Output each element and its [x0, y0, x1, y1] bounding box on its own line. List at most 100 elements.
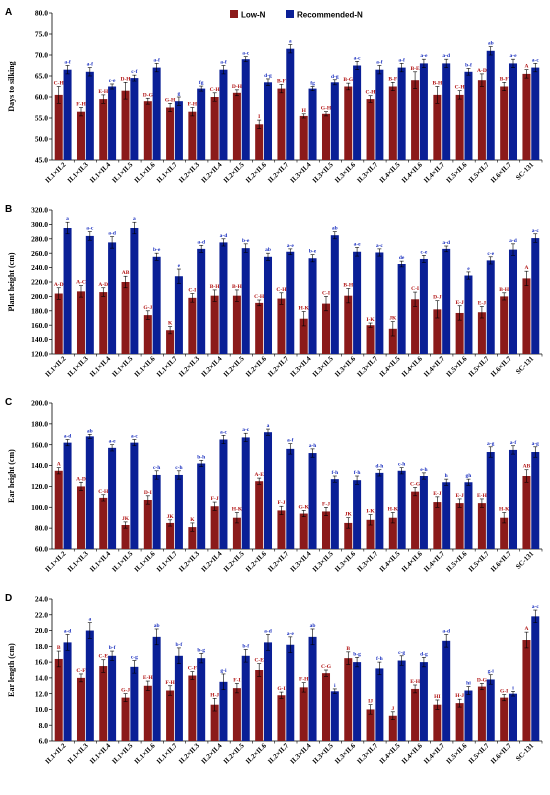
bar-recommended-n — [197, 88, 206, 160]
bar-recommended-n — [174, 101, 183, 160]
bar-low-n — [433, 94, 442, 160]
x-tick-label: IL3×IL5 — [311, 549, 335, 573]
data-label: d-g — [331, 74, 339, 80]
y-tick-label: 260.0 — [31, 249, 48, 258]
data-label: G-I — [500, 688, 508, 694]
bar-low-n — [411, 491, 420, 549]
bar-recommended-n — [219, 439, 228, 549]
y-tick-label: 140.0 — [31, 461, 48, 470]
bar-recommended-n — [464, 275, 473, 354]
x-tick-label: IL1×IL6 — [133, 549, 157, 573]
bar-low-n — [299, 318, 308, 354]
bar-recommended-n — [375, 252, 384, 354]
data-label: a — [267, 423, 270, 429]
data-label: a-d — [197, 239, 205, 245]
x-tick-label: IL2×IL5 — [222, 160, 246, 184]
y-tick-label: 100.0 — [31, 503, 48, 512]
data-label: a-d — [264, 629, 272, 635]
x-tick-label: IL1×IL3 — [66, 354, 90, 378]
bar-low-n — [455, 312, 464, 354]
x-tick-label: IL5×IL6 — [445, 354, 469, 378]
data-label: a-f — [398, 57, 405, 63]
bar-recommended-n — [308, 636, 317, 741]
data-label: a-c — [242, 51, 250, 57]
bar-recommended-n — [486, 679, 495, 741]
bar-recommended-n — [174, 276, 183, 354]
bar-recommended-n — [85, 71, 94, 160]
data-label: JK — [389, 316, 397, 322]
bar-low-n — [210, 97, 219, 160]
data-label: E-J — [456, 493, 465, 499]
data-label: e — [178, 263, 181, 269]
bar-low-n — [54, 658, 63, 741]
data-label: c-e — [109, 78, 116, 84]
bar-recommended-n — [152, 67, 161, 160]
x-tick-label: IL4×IL5 — [378, 160, 402, 184]
bar-recommended-n — [241, 655, 250, 741]
x-tick-label: IL3×IL7 — [355, 354, 379, 378]
bar-low-n — [411, 688, 420, 741]
data-label: A-E — [254, 472, 264, 478]
x-tick-label: IL1×IL7 — [155, 160, 179, 184]
y-tick-label: 10.0 — [35, 705, 48, 714]
bar-recommended-n — [330, 479, 339, 549]
data-label: I-K — [366, 509, 375, 515]
x-tick-label: IL2×IL7 — [266, 160, 290, 184]
data-label: a-d — [442, 629, 450, 635]
bar-low-n — [299, 687, 308, 741]
bar-recommended-n — [330, 691, 339, 741]
data-label: a-d — [64, 629, 72, 635]
x-tick-label: IL1×IL5 — [110, 549, 134, 573]
y-axis-title: Ear height (cm) — [7, 449, 16, 503]
bar-recommended-n — [375, 69, 384, 160]
x-tick-label: IL2×IL4 — [200, 160, 224, 184]
bar-recommended-n — [486, 260, 495, 354]
x-tick-label: IL1×IL4 — [88, 741, 112, 765]
x-tick-label: IL1×IL4 — [88, 354, 112, 378]
y-tick-label: 300.0 — [31, 220, 48, 229]
y-tick-label: 60.0 — [35, 93, 48, 102]
legend: Low-N Recommended-N — [230, 10, 363, 20]
data-label: C-F — [76, 668, 86, 674]
data-label: A — [57, 462, 61, 468]
bar-recommended-n — [152, 636, 161, 741]
data-label: a-c — [532, 57, 540, 63]
bar-low-n — [344, 658, 353, 741]
data-label: b-g — [353, 651, 361, 657]
bar-low-n — [522, 73, 531, 160]
data-label: G-J — [143, 305, 152, 311]
x-tick-label: IL3×IL7 — [355, 741, 379, 765]
data-label: H-J — [455, 693, 464, 699]
x-tick-label: IL3×IL4 — [289, 160, 313, 184]
bar-recommended-n — [197, 658, 206, 741]
data-label: a-c — [376, 243, 384, 249]
bar-recommended-n — [85, 436, 94, 549]
y-tick-label: 60.0 — [35, 545, 48, 554]
x-tick-label: IL1×IL5 — [110, 160, 134, 184]
data-label: a-c — [532, 228, 540, 234]
bar-low-n — [99, 666, 108, 741]
bar-recommended-n — [419, 662, 428, 741]
bar-low-n — [388, 86, 397, 160]
bar-low-n — [500, 296, 509, 354]
x-tick-label: IL3×IL5 — [311, 741, 335, 765]
data-label: a-e — [509, 53, 517, 59]
data-label: JK — [122, 516, 130, 522]
data-label: B-F — [500, 76, 510, 82]
data-label: I — [258, 114, 260, 120]
data-label: a-d — [64, 434, 72, 440]
legend-swatch-low-n — [230, 10, 238, 18]
data-label: a-e — [287, 243, 295, 249]
data-label: f-h — [331, 470, 338, 476]
x-tick-label: IL1×IL5 — [110, 354, 134, 378]
bar-low-n — [366, 519, 375, 549]
bar-low-n — [500, 697, 509, 741]
y-tick-label: 70.0 — [35, 51, 48, 60]
data-label: C-I — [411, 286, 419, 292]
x-tick-label: IL3×IL4 — [289, 549, 313, 573]
bar-low-n — [321, 673, 331, 741]
data-label: B-H — [210, 284, 221, 290]
x-tick-label: IL3×IL7 — [355, 549, 379, 573]
y-tick-label: 120.0 — [31, 350, 48, 359]
x-tick-label: IL4×IL7 — [422, 741, 446, 765]
